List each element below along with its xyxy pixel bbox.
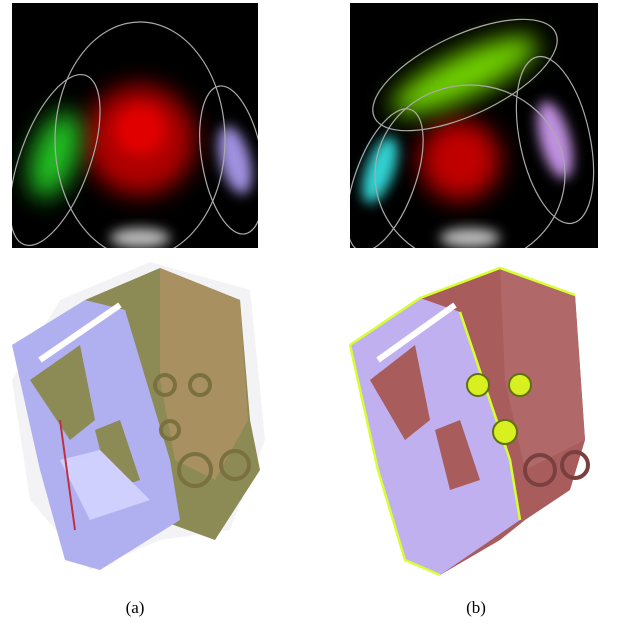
render-b (350, 268, 588, 575)
figure: (a) (b) (0, 0, 639, 628)
caption-label: (b) (446, 598, 506, 618)
transfer-function-b (331, 0, 607, 265)
caption-label: (a) (105, 598, 165, 618)
transfer-function-a (0, 3, 275, 258)
figure-art (0, 0, 639, 628)
render-a (12, 262, 265, 570)
